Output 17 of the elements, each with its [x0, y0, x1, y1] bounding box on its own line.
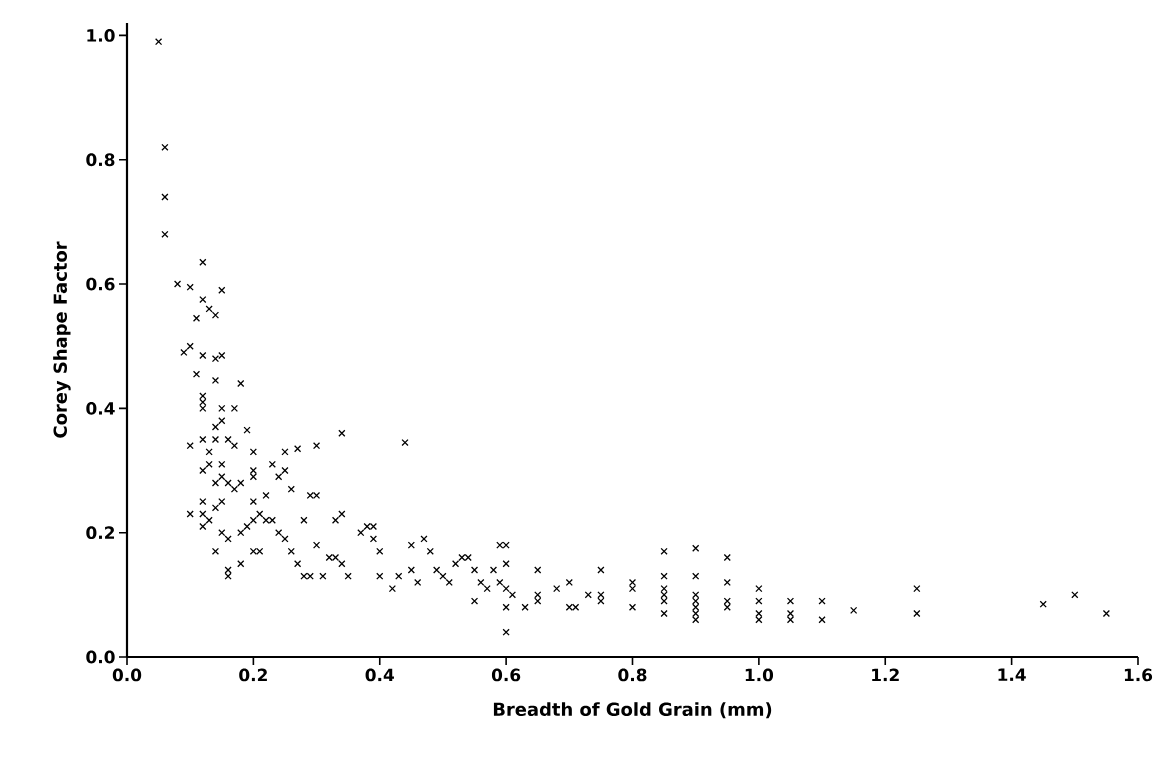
x-tick-label: 1.6 [1124, 668, 1153, 682]
x-axis-title: Breadth of Gold Grain (mm) [493, 702, 772, 719]
y-axis-title: Corey Shape Factor [53, 241, 71, 438]
x-tick-label: 0.6 [491, 668, 521, 682]
x-tick-label: 1.4 [998, 668, 1026, 681]
x-tick-label: 0.2 [239, 668, 267, 682]
x-tick-label: 0.4 [365, 668, 394, 682]
y-tick-label: 0.2 [86, 526, 115, 540]
x-tick-label: 1.0 [745, 668, 774, 682]
x-tick-label: 0.0 [112, 668, 142, 682]
y-tick-label: 0.0 [86, 650, 115, 664]
y-tick-label: 0.4 [86, 401, 115, 415]
y-tick-label: 1.0 [87, 29, 115, 42]
y-tick-label: 0.6 [86, 277, 115, 291]
y-tick-label: 0.8 [86, 153, 115, 167]
x-tick-label: 0.8 [618, 668, 647, 682]
x-tick-label: 1.2 [872, 668, 899, 682]
